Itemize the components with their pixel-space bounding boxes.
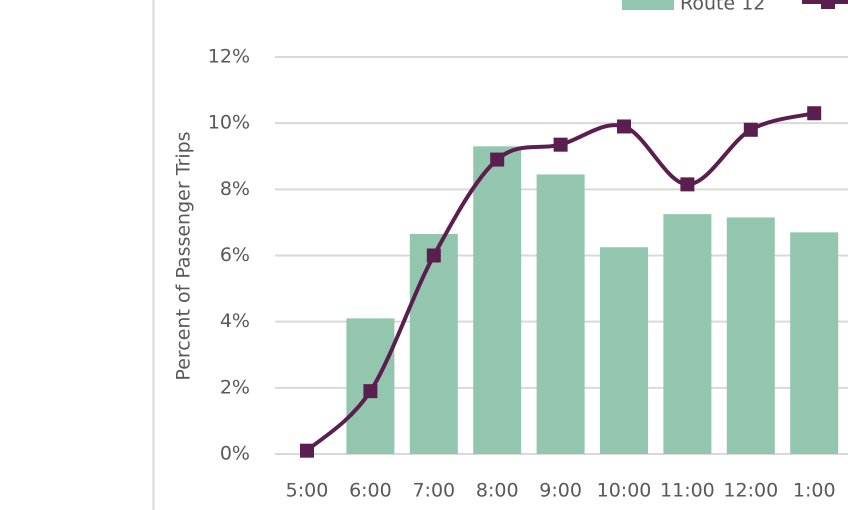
y-tick-label: 8%: [220, 178, 250, 200]
y-tick-label: 6%: [220, 244, 250, 266]
line-marker: [553, 137, 568, 152]
line: [305, 111, 815, 453]
line-marker: [743, 122, 758, 137]
y-tick-label: 12%: [208, 46, 250, 68]
x-tick-label: 10:00: [597, 480, 652, 502]
x-tick-label: 5:00: [286, 480, 329, 502]
line-marker: [490, 152, 505, 167]
x-tick-label: 8:00: [476, 480, 519, 502]
x-tick-label: 11:00: [660, 480, 715, 502]
line-marker: [300, 443, 314, 458]
y-tick-label: 4%: [220, 310, 250, 332]
y-tick-label: 10%: [208, 112, 250, 134]
y-axis-label: Percent of Passenger Trips: [173, 131, 195, 380]
x-tick-label: 9:00: [539, 480, 582, 502]
y-tick-label: 2%: [220, 376, 250, 398]
line-marker: [617, 119, 631, 134]
x-tick-label: 7:00: [412, 480, 455, 502]
legend-label: Route 12: [680, 0, 765, 15]
x-tick-label: 12:00: [723, 480, 778, 502]
bar: [726, 217, 775, 454]
bar: [790, 232, 839, 454]
bar: [536, 174, 585, 454]
legend-swatch: [622, 0, 674, 10]
bar: [473, 146, 522, 454]
line-marker: [426, 248, 441, 263]
bar: [663, 214, 712, 454]
bar: [409, 233, 458, 454]
line-marker: [363, 384, 378, 399]
y-tick-label: 0%: [220, 443, 250, 465]
line-marker: [680, 177, 695, 192]
line-marker: [807, 106, 822, 121]
x-tick-label: 6:00: [349, 480, 392, 502]
legend-marker: [821, 0, 835, 9]
x-tick-label: 1:00: [793, 480, 836, 502]
bar: [600, 247, 648, 454]
